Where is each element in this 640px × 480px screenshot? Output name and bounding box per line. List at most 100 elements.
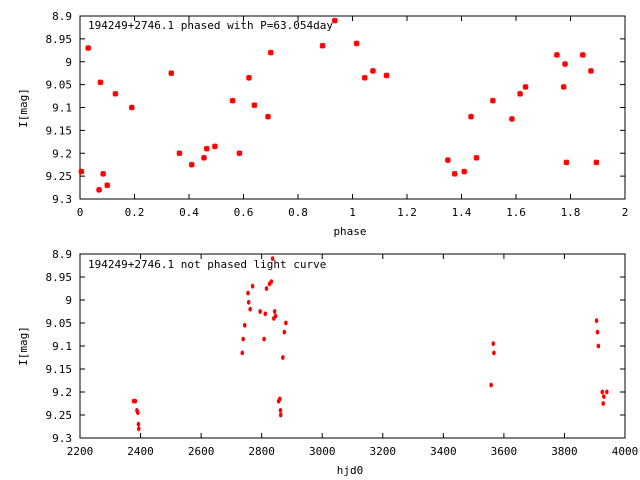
phased-data-point: [593, 159, 600, 166]
phased-chart: 0 0.2 0.4 0.6 0.8 1 1.2 1.4 1.6 1.8 2 8.9 8.95 9 9.05…: [17, 10, 628, 238]
phased-data-point: [104, 182, 111, 189]
unphased-data-point: [278, 412, 283, 418]
unphased-data-point: [241, 336, 245, 342]
phased-x-tick-label: 2: [622, 206, 629, 219]
phased-x-tick-label: 1.2: [397, 206, 417, 219]
phased-y-tick-label: 9: [65, 56, 72, 69]
phased-chart-title: 194249+2746.1 phased with P=63.054day: [88, 19, 333, 32]
phased-data-point: [579, 52, 586, 58]
phased-data-point: [490, 97, 496, 104]
phased-data-point: [473, 155, 480, 161]
phased-y-axis-label: I[mag]: [17, 88, 30, 128]
phased-data-point: [517, 90, 523, 97]
phased-data-point: [562, 61, 568, 67]
unphased-data-point: [264, 286, 269, 291]
phased-data-point: [461, 168, 468, 175]
phased-y-tick-label: 8.95: [46, 33, 73, 46]
phased-data-point: [445, 157, 451, 163]
unphased-data-point: [246, 299, 251, 305]
phased-data-point: [112, 90, 119, 97]
unphased-x-axis-label: hjd0: [337, 464, 364, 477]
phased-data-point: [236, 150, 243, 157]
unphased-x-tick-label: 3400: [430, 445, 457, 458]
unphased-y-tick-label: 8.9: [52, 248, 72, 261]
unphased-data-point: [595, 329, 600, 335]
unphased-y-tick-label: 9.15: [46, 363, 73, 376]
unphased-data-point: [278, 408, 283, 413]
unphased-x-tick-label: 3800: [551, 445, 578, 458]
unphased-data-point: [601, 401, 605, 406]
phased-data-point: [229, 97, 236, 104]
phased-data-point: [267, 49, 274, 56]
unphased-x-tick-label: 2600: [188, 445, 215, 458]
phased-data-point: [563, 159, 570, 166]
phased-data-point: [319, 42, 326, 49]
phased-data-point: [361, 74, 368, 81]
phased-data-point: [353, 40, 360, 47]
unphased-data-point: [282, 329, 287, 335]
unphased-data-point: [133, 398, 138, 404]
unphased-x-ticks: 2200 2400 2600 2800 3000 3200 3400 3600 3800 4000: [67, 254, 639, 458]
phased-plot-frame: [79, 15, 626, 200]
phased-data-point: [554, 52, 560, 58]
unphased-data-point: [605, 389, 609, 395]
phased-x-tick-label: 0.2: [125, 206, 145, 219]
unphased-data-point: [258, 309, 262, 314]
phased-data-point: [176, 150, 183, 157]
unphased-data-point: [136, 421, 141, 427]
unphased-data-point: [246, 290, 250, 296]
unphased-x-tick-label: 2800: [248, 445, 275, 458]
unphased-y-axis-label: I[mag]: [17, 326, 30, 366]
unphased-x-tick-label: 2200: [67, 445, 94, 458]
unphased-data-point: [136, 410, 140, 416]
phased-x-tick-label: 1.8: [561, 206, 581, 219]
phased-x-tick-label: 1.6: [506, 206, 526, 219]
unphased-data-point: [262, 336, 266, 342]
unphased-x-tick-label: 3000: [309, 445, 336, 458]
unphased-data-point: [240, 350, 245, 356]
phased-data-point: [201, 155, 207, 161]
phased-x-ticks: 0 0.2 0.4 0.6 0.8 1 1.2 1.4 1.6 1.8 2: [77, 16, 629, 219]
phased-data-point: [370, 68, 376, 74]
phased-x-tick-label: 0.8: [288, 206, 308, 219]
unphased-data-point: [492, 350, 496, 356]
unphased-y-tick-label: 8.95: [46, 271, 73, 284]
unphased-x-tick-label: 4000: [612, 445, 639, 458]
unphased-points: [131, 256, 609, 432]
phased-data-point: [128, 104, 135, 111]
phased-data-point: [468, 113, 474, 120]
unphased-data-point: [273, 313, 278, 319]
phased-data-point: [246, 74, 252, 81]
unphased-x-tick-label: 3200: [370, 445, 397, 458]
unphased-data-point: [263, 311, 268, 317]
unphased-y-tick-label: 9.25: [46, 409, 73, 422]
unphased-x-tick-label: 3600: [491, 445, 518, 458]
phased-x-axis-label: phase: [333, 225, 366, 238]
phased-data-point: [203, 145, 210, 152]
phased-data-point: [85, 45, 91, 51]
unphased-y-tick-label: 9: [65, 294, 72, 307]
unphased-data-point: [248, 306, 252, 312]
phased-y-ticks: 8.9 8.95 9 9.05 9.1 9.15 9.2 9.25 9.3: [46, 10, 625, 206]
phased-points: [78, 17, 600, 193]
phased-x-tick-label: 1: [349, 206, 356, 219]
phased-y-tick-label: 9.15: [46, 124, 73, 137]
unphased-data-point: [269, 279, 274, 284]
phased-data-point: [100, 171, 106, 177]
unphased-data-point: [284, 320, 288, 326]
unphased-data-point: [250, 283, 255, 289]
phased-x-tick-label: 1.4: [452, 206, 472, 219]
phased-y-tick-label: 9.2: [52, 147, 72, 160]
phased-y-tick-label: 8.9: [52, 10, 72, 23]
unphased-data-point: [270, 256, 275, 261]
unphased-data-point: [242, 322, 247, 328]
phased-data-point: [96, 187, 102, 193]
unphased-data-point: [602, 394, 606, 399]
phased-data-point: [78, 168, 85, 175]
unphased-data-point: [136, 426, 141, 432]
unphased-y-tick-label: 9.3: [52, 432, 72, 445]
unphased-data-point: [278, 396, 282, 402]
phased-data-point: [212, 143, 218, 150]
unphased-data-point: [596, 343, 601, 349]
phased-data-point: [265, 113, 271, 120]
